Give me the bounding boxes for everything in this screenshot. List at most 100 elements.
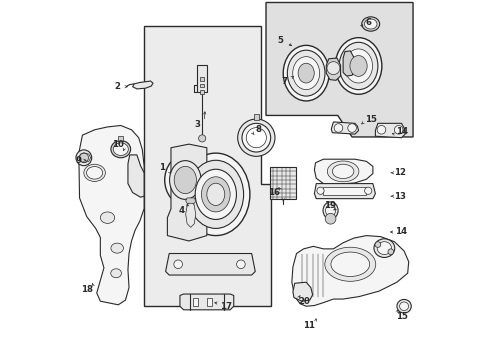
Ellipse shape [332,164,353,179]
Circle shape [347,124,356,132]
Text: 5: 5 [277,36,283,45]
Polygon shape [292,282,312,301]
Polygon shape [165,253,255,275]
Circle shape [198,135,205,142]
Bar [200,90,204,94]
Ellipse shape [399,302,408,311]
Ellipse shape [169,161,201,199]
Text: 18: 18 [81,285,93,294]
Circle shape [79,153,88,162]
Polygon shape [144,26,271,306]
Text: 19: 19 [323,201,335,210]
Text: 20: 20 [298,297,310,306]
Text: 15: 15 [364,114,376,123]
Ellipse shape [111,243,123,253]
Ellipse shape [182,153,249,235]
Ellipse shape [100,212,115,224]
Bar [118,136,123,140]
Polygon shape [314,159,372,184]
Ellipse shape [292,57,319,90]
Ellipse shape [326,161,358,182]
Polygon shape [185,200,195,227]
Bar [197,65,207,92]
Circle shape [374,242,380,247]
Ellipse shape [335,38,381,94]
Circle shape [364,187,371,194]
Circle shape [394,126,402,134]
Text: 14: 14 [395,127,407,136]
Polygon shape [79,126,144,305]
Text: 1: 1 [159,163,164,172]
Bar [200,77,204,81]
Polygon shape [180,294,233,310]
Text: 16: 16 [267,188,279,197]
Circle shape [376,126,385,134]
Circle shape [326,62,339,75]
Text: 10: 10 [112,140,124,149]
Ellipse shape [323,202,337,219]
Ellipse shape [174,166,196,194]
Polygon shape [167,144,206,241]
Polygon shape [185,198,195,203]
Ellipse shape [111,140,130,158]
Text: 4: 4 [178,206,184,215]
Ellipse shape [376,242,391,255]
Ellipse shape [364,19,376,29]
Bar [270,167,296,199]
Ellipse shape [206,183,224,206]
Text: 9: 9 [76,156,81,165]
Ellipse shape [396,300,410,313]
Ellipse shape [113,143,128,156]
Polygon shape [265,3,412,137]
Text: 17: 17 [219,302,231,311]
Circle shape [387,249,393,255]
Polygon shape [314,184,375,199]
Text: 6: 6 [365,18,370,27]
Ellipse shape [325,205,335,216]
Ellipse shape [344,49,372,83]
Ellipse shape [110,269,121,278]
Bar [253,114,258,120]
Bar [322,187,366,195]
Polygon shape [375,123,405,138]
Text: 12: 12 [394,168,406,177]
Ellipse shape [330,252,369,276]
Text: 7: 7 [280,77,286,86]
Polygon shape [325,58,340,80]
Circle shape [316,187,324,194]
Bar [206,298,212,306]
Circle shape [237,119,274,156]
Ellipse shape [349,55,366,76]
Polygon shape [343,51,353,76]
Circle shape [325,213,335,224]
Ellipse shape [298,63,314,83]
Circle shape [242,123,270,152]
Ellipse shape [283,45,328,101]
Ellipse shape [201,177,230,212]
Circle shape [246,128,266,148]
Ellipse shape [164,155,205,205]
Polygon shape [128,155,144,197]
Ellipse shape [373,239,394,257]
Text: 3: 3 [195,120,201,129]
Ellipse shape [83,164,105,181]
Text: 13: 13 [394,192,406,201]
Text: 14: 14 [395,228,407,237]
Polygon shape [330,122,358,134]
Ellipse shape [339,42,377,90]
Circle shape [174,260,182,269]
Ellipse shape [324,247,375,281]
Polygon shape [132,81,153,89]
Ellipse shape [187,160,243,228]
Text: 8: 8 [255,125,261,134]
Ellipse shape [86,167,102,179]
Text: 2: 2 [114,82,120,91]
Ellipse shape [361,17,379,31]
Circle shape [236,260,244,269]
Circle shape [333,124,342,132]
Polygon shape [291,235,408,306]
Bar [192,298,198,306]
Ellipse shape [287,50,325,96]
Bar [200,84,204,87]
Text: 15: 15 [396,312,407,321]
